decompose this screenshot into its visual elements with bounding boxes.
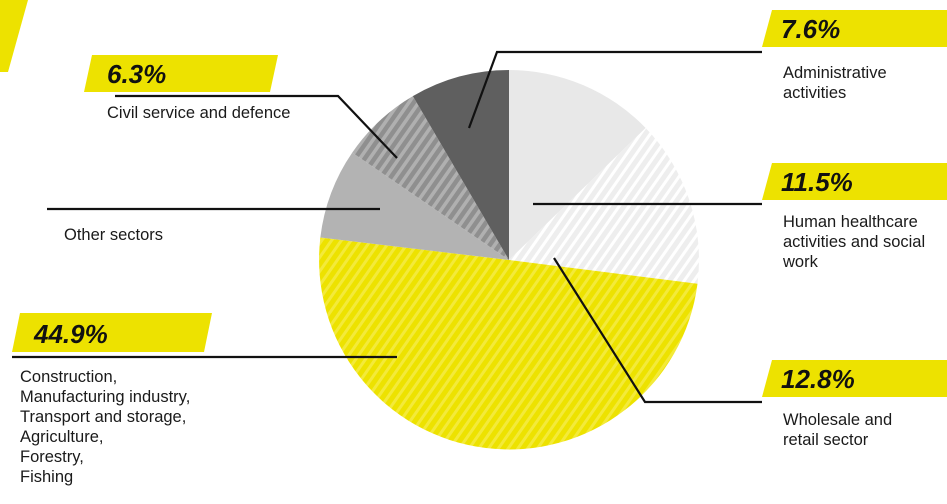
leader-line-wholesale xyxy=(553,257,762,404)
leader-line-civil-service xyxy=(115,94,398,159)
label-other-sectors: Other sectors xyxy=(64,226,164,244)
percent-administrative: 7.6% xyxy=(781,14,840,44)
label-wholesale: Wholesale and retail sector xyxy=(783,411,893,449)
pie-slice-wholesale xyxy=(509,128,699,284)
pie-slice-civil xyxy=(352,96,509,261)
percent-construction: 44.9% xyxy=(33,319,108,349)
pie-slice-other xyxy=(320,152,509,260)
banner-administrative xyxy=(762,10,947,47)
pie-slice-construction xyxy=(319,237,698,450)
label-healthcare: Human healthcare activities and social w… xyxy=(783,213,926,271)
label-administrative: Administrative activities xyxy=(783,64,887,102)
pie-slice-human xyxy=(509,70,646,260)
banner-healthcare xyxy=(762,163,947,200)
leader-line-administrative xyxy=(467,50,762,129)
percent-wholesale: 12.8% xyxy=(781,364,855,394)
label-civil-service: Civil service and defence xyxy=(107,104,291,122)
percent-civil-service: 6.3% xyxy=(107,59,166,89)
banner-construction xyxy=(12,313,212,352)
pie-slice-administrative xyxy=(412,70,509,260)
corner-accent-shape xyxy=(0,0,28,72)
banner-wholesale xyxy=(762,360,947,397)
label-construction: Construction, Manufacturing industry, Tr… xyxy=(20,368,191,486)
percent-healthcare: 11.5% xyxy=(781,167,853,197)
banner-civil-service xyxy=(84,55,278,92)
